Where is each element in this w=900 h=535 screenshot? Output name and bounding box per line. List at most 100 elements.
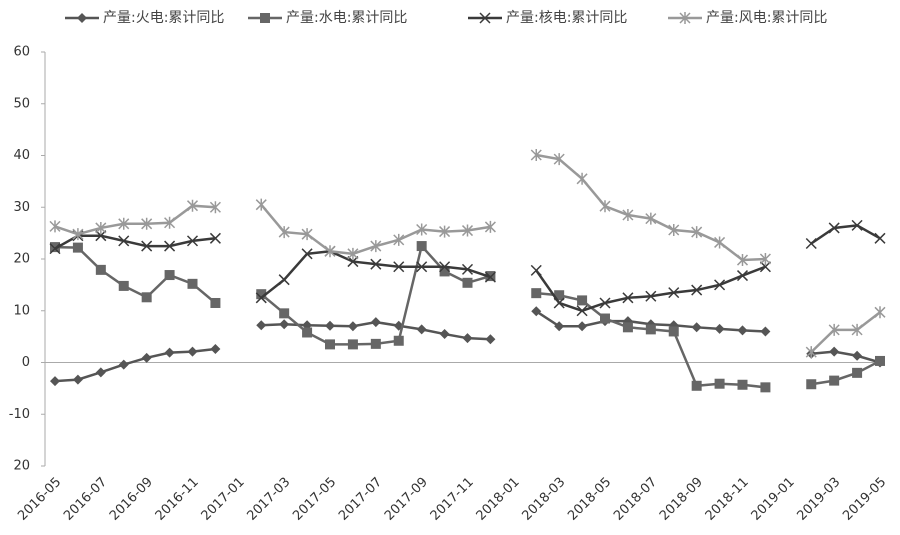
marker [806,379,817,390]
y-tick-label: 20 [13,252,30,267]
marker [347,247,359,260]
marker [210,297,221,308]
marker [278,274,290,286]
marker [829,375,840,386]
legend-marker [479,12,491,24]
marker [256,320,267,331]
marker [279,319,290,330]
marker [439,329,450,340]
marker [554,321,565,332]
y-tick-label: 50 [13,96,30,111]
x-tick-label: 2017-07 [336,475,385,524]
marker [416,241,427,252]
marker [828,323,840,336]
marker [851,219,863,231]
marker [577,321,588,332]
marker [301,228,313,241]
marker [50,242,60,253]
marker [462,277,473,288]
marker [209,232,221,244]
marker [118,359,129,370]
marker [325,320,335,331]
y-tick-label: 20 [13,459,30,474]
marker [461,263,474,275]
marker [600,313,610,324]
marker [210,344,221,355]
marker [622,209,634,222]
marker [828,222,840,234]
marker [736,270,749,282]
marker [759,253,771,265]
marker [141,352,152,363]
marker [875,355,885,366]
marker [645,324,656,335]
marker [324,245,336,258]
marker [118,235,130,247]
marker [278,226,290,239]
marker [530,148,542,161]
marker [141,240,153,252]
marker [187,278,198,289]
marker [737,379,748,390]
marker [714,279,726,291]
y-tick-label: 30 [13,200,30,215]
legend-marker [260,13,270,23]
marker [187,346,198,357]
marker [95,230,107,242]
marker [691,226,703,239]
marker [714,236,726,249]
marker [691,322,702,333]
marker [805,237,817,250]
x-tick-label: 2018-09 [657,475,706,524]
marker [72,374,83,385]
marker [599,297,611,309]
series-line [54,243,881,389]
y-tick-label: 40 [13,148,30,163]
x-tick-label: 2017-05 [290,475,339,524]
y-tick-label: 0 [22,355,30,370]
marker [186,235,199,247]
marker [416,261,428,273]
marker [347,321,358,332]
marker [553,153,565,166]
marker [874,232,886,244]
marker [370,317,381,328]
marker [255,292,267,304]
marker [851,323,863,336]
legend: 产量:火电:累计同比 产量:水电:累计同比 产量:核电:累计同比 产量:风电:累计同比 [65,10,827,26]
marker [484,220,496,233]
marker [553,297,565,309]
marker [393,335,404,346]
y-tick-label: -10 [9,407,30,422]
x-tick-label: 2017-11 [428,475,477,524]
y-tick-label: 10 [13,303,30,318]
marker [577,295,588,306]
marker [49,243,61,255]
x-tick-label: 2016-11 [153,475,202,524]
marker [141,217,153,230]
marker [95,367,106,378]
x-tick-label: 2016-05 [15,475,64,524]
y-tick-label: 60 [13,45,30,60]
series-line [54,310,881,383]
x-tick-label: 2018-03 [519,475,568,524]
marker [805,346,817,359]
marker [691,284,703,296]
marker [439,225,451,238]
marker [714,378,725,389]
marker [439,261,451,273]
marker [852,367,863,378]
marker [209,201,221,214]
x-tick-label: 2019-05 [840,475,889,524]
marker [279,308,290,319]
x-tick-label: 2018-07 [611,475,660,524]
marker [347,339,358,350]
marker [370,258,382,270]
x-tick-label: 2018-05 [565,475,614,524]
x-tick-label: 2018-11 [703,475,752,524]
series-line [54,224,881,313]
marker [393,261,405,273]
marker [737,325,748,336]
marker [164,216,176,229]
marker [554,290,565,301]
